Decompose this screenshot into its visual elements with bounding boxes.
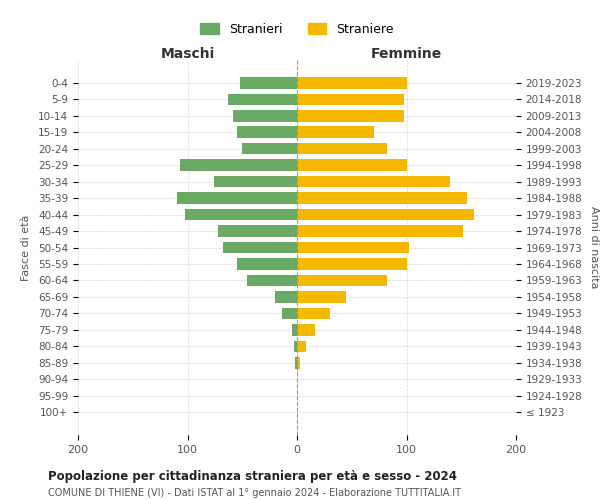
Bar [297, 340, 306, 352]
Bar [240, 77, 297, 88]
Bar [214, 176, 297, 188]
Bar [180, 160, 297, 171]
Bar [297, 160, 407, 171]
Bar [297, 274, 387, 286]
Bar [297, 192, 467, 204]
Bar [297, 209, 475, 220]
Bar [297, 308, 330, 319]
Bar [228, 94, 297, 105]
Bar [295, 357, 297, 368]
Bar [242, 143, 297, 154]
Bar [281, 308, 297, 319]
Y-axis label: Fasce di età: Fasce di età [21, 214, 31, 280]
Bar [297, 94, 404, 105]
Bar [297, 242, 409, 254]
Bar [297, 258, 407, 270]
Bar [247, 274, 297, 286]
Bar [297, 357, 300, 368]
Text: Maschi: Maschi [160, 48, 215, 62]
Bar [185, 209, 297, 220]
Bar [297, 126, 374, 138]
Bar [294, 340, 297, 352]
Bar [275, 291, 297, 302]
Bar [297, 143, 387, 154]
Bar [218, 226, 297, 237]
Bar [297, 226, 463, 237]
Bar [237, 258, 297, 270]
Bar [297, 324, 314, 336]
Bar [297, 176, 450, 188]
Y-axis label: Anni di nascita: Anni di nascita [589, 206, 599, 289]
Bar [223, 242, 297, 254]
Bar [297, 110, 404, 122]
Bar [176, 192, 297, 204]
Bar [233, 110, 297, 122]
Bar [292, 324, 297, 336]
Text: Femmine: Femmine [371, 48, 442, 62]
Text: COMUNE DI THIENE (VI) - Dati ISTAT al 1° gennaio 2024 - Elaborazione TUTTITALIA.: COMUNE DI THIENE (VI) - Dati ISTAT al 1°… [48, 488, 461, 498]
Bar [297, 291, 346, 302]
Text: Popolazione per cittadinanza straniera per età e sesso - 2024: Popolazione per cittadinanza straniera p… [48, 470, 457, 483]
Bar [297, 77, 407, 88]
Bar [237, 126, 297, 138]
Legend: Stranieri, Straniere: Stranieri, Straniere [195, 18, 399, 40]
